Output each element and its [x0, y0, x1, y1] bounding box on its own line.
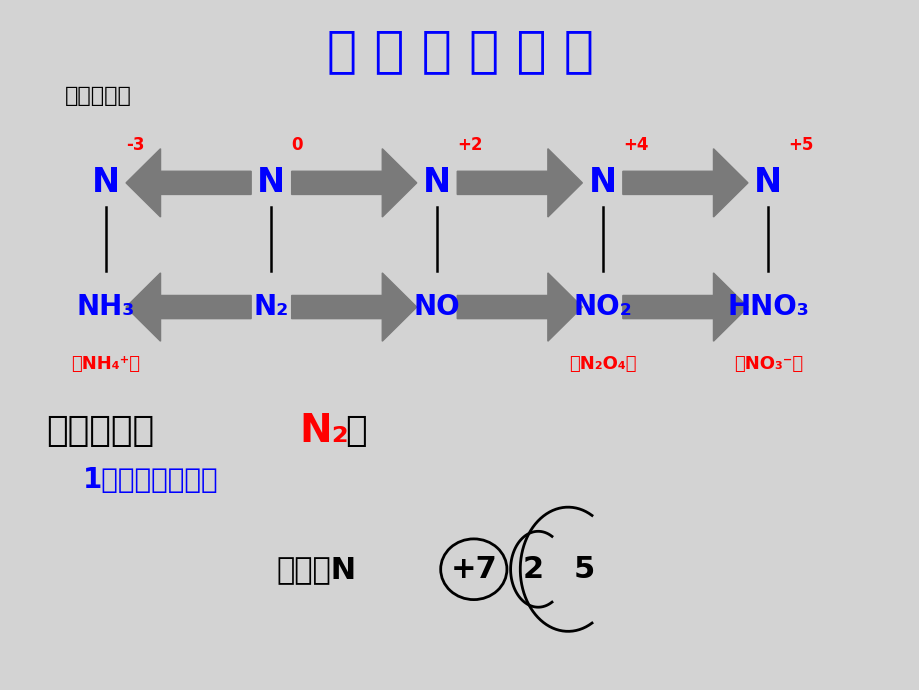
Text: ）: ） — [345, 414, 367, 448]
FancyArrow shape — [291, 149, 416, 217]
FancyArrow shape — [622, 273, 747, 342]
Text: N: N — [588, 166, 616, 199]
Text: （NO₃⁻）: （NO₃⁻） — [732, 355, 802, 373]
Text: HNO₃: HNO₃ — [727, 293, 808, 321]
Text: （N₂O₄）: （N₂O₄） — [568, 355, 636, 373]
Text: N: N — [92, 166, 119, 199]
Text: +5: +5 — [788, 136, 813, 154]
Text: N₂: N₂ — [299, 412, 348, 451]
Text: 氮 及 其 化 合 物: 氮 及 其 化 合 物 — [326, 28, 593, 76]
FancyArrow shape — [457, 273, 582, 342]
FancyArrow shape — [126, 149, 251, 217]
Text: NH₃: NH₃ — [76, 293, 135, 321]
Text: +4: +4 — [622, 136, 648, 154]
Text: （NH₄⁺）: （NH₄⁺） — [72, 355, 141, 373]
Text: NO: NO — [414, 293, 460, 321]
Text: -3: -3 — [126, 136, 144, 154]
FancyArrow shape — [291, 273, 416, 342]
Text: +2: +2 — [457, 136, 482, 154]
Text: 一、氮气（: 一、氮气（ — [46, 414, 154, 448]
Text: N: N — [423, 166, 450, 199]
Text: N₂: N₂ — [254, 293, 289, 321]
Text: NO₂: NO₂ — [573, 293, 631, 321]
Text: 1、氮的原子结构: 1、氮的原子结构 — [83, 466, 218, 493]
Text: 结构：N: 结构：N — [276, 555, 356, 584]
Text: 0: 0 — [291, 136, 303, 154]
Text: N: N — [257, 166, 285, 199]
Text: 知识主线：: 知识主线： — [64, 86, 131, 106]
FancyArrow shape — [126, 273, 251, 342]
Text: 5: 5 — [573, 555, 595, 584]
Text: N: N — [754, 166, 781, 199]
FancyArrow shape — [457, 149, 582, 217]
Text: 2: 2 — [523, 555, 543, 584]
Text: +7: +7 — [450, 555, 496, 584]
FancyArrow shape — [622, 149, 747, 217]
